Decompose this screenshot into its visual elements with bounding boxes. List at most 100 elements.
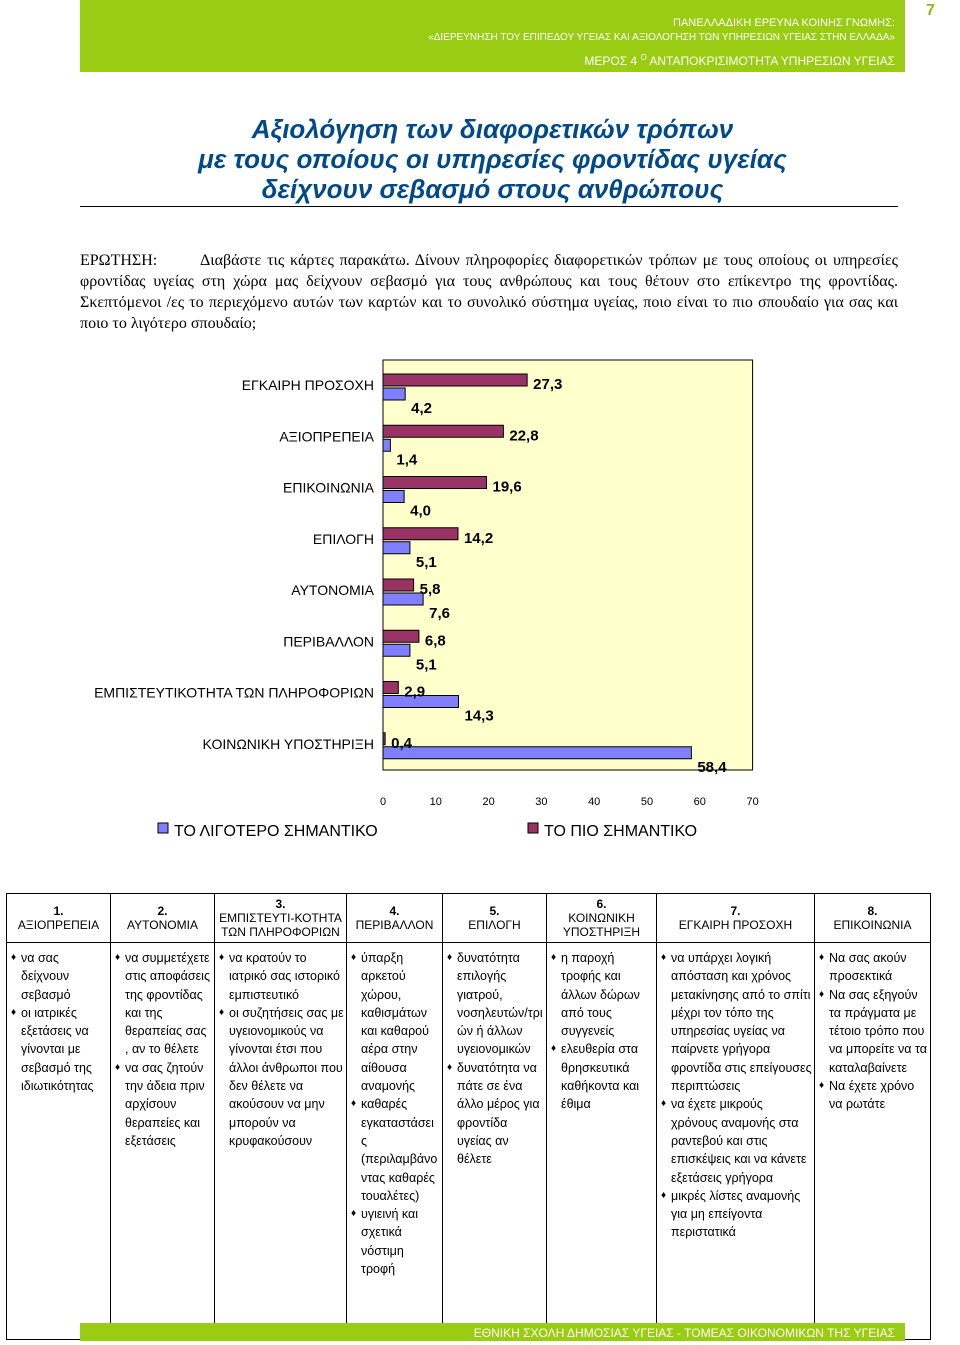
list-item: ελευθερία στα θρησκευτικά καθήκοντα και … (551, 1040, 654, 1113)
bar-least-important (382, 438, 391, 452)
bar-most-important (382, 527, 459, 541)
bullet-list: δυνατότητα επιλογής γιατρού, νοσηλευτών/… (447, 949, 544, 1169)
x-tick-label: 70 (746, 796, 758, 808)
list-item: δυνατότητα να πάτε σε ένα άλλο μέρος για… (447, 1059, 544, 1169)
data-label-most: 27,3 (533, 376, 562, 393)
data-label-most: 5,8 (420, 581, 441, 598)
data-label-most: 0,4 (391, 735, 413, 752)
column-body: Να σας ακούν προσεκτικάΝα σας εξηγούν τα… (814, 942, 931, 1340)
x-tick-label: 30 (535, 796, 547, 808)
data-label-least: 1,4 (396, 451, 418, 468)
data-label-least: 5,1 (416, 554, 437, 571)
page-number: 7 (926, 2, 935, 19)
question-block: ΕΡΩΤΗΣΗ: Διαβάστε τις κάρτες παρακάτω. Δί… (80, 250, 898, 334)
bar-least-important (382, 592, 424, 606)
data-label-most: 14,2 (464, 530, 493, 547)
bullet-list: να υπάρχει λογική απόσταση και χρόνος με… (661, 949, 812, 1242)
column-title: ΑΞΙΟΠΡΕΠΕΙΑ (17, 918, 100, 932)
x-tick-label: 60 (694, 796, 706, 808)
list-item: Να έχετε χρόνο να ρωτάτε (819, 1077, 928, 1114)
column-number: 4. (389, 904, 400, 918)
legend-label-most: ΤΟ ΠΙΟ ΣΗΜΑΝΤΙΚΟ (544, 823, 697, 840)
list-item: να κρατούν το ιατρικό σας ιστορικό εμπισ… (219, 949, 344, 1004)
legend-label-least: ΤΟ ΛΙΓΟΤΕΡΟ ΣΗΜΑΝΤΙΚΟ (174, 823, 378, 840)
bullet-list: ύπαρξη αρκετού χώρου, καθισμάτων και καθ… (351, 949, 440, 1278)
column-title: ΕΠΙΛΟΓΗ (468, 918, 521, 932)
x-tick-label: 40 (588, 796, 600, 808)
data-label-least: 7,6 (429, 605, 450, 622)
bar-least-important (382, 695, 460, 708)
column-title: ΚΟΙΝΩΝΙΚΗ ΥΠΟΣΤΗΡΙΞΗ (562, 911, 641, 939)
data-label-least: 5,1 (416, 656, 437, 673)
category-label: ΠΕΡΙΒΑΛΛΟΝ (283, 633, 374, 649)
legend-swatch-least (157, 822, 169, 834)
list-item: οι συζητήσεις σας με υγειονομικούς να γί… (219, 1004, 344, 1150)
title-divider (80, 206, 898, 207)
data-label-least: 14,3 (465, 708, 494, 725)
column-number: 7. (730, 904, 741, 918)
column-title: ΕΠΙΚΟΙΝΩΝΙΑ (833, 918, 912, 932)
column-title: ΕΓΚΑΙΡΗ ΠΡΟΣΟΧΗ (678, 918, 793, 932)
category-label: ΕΜΠΙΣΤΕΥΤΙΚΟΤΗΤΑ ΤΩΝ ΠΛΗΡΟΦΟΡΙΩΝ (94, 685, 374, 701)
cards-table: 1. ΑΞΙΟΠΡΕΠΕΙΑ 2. ΑΥΤΟΝΟΜΙΑ 3. ΕΜΠΙΣΤΕΥΤΙ-ΚΟΤ… (6, 893, 931, 1340)
data-label-most: 6,8 (425, 632, 446, 649)
bar-least-important (382, 643, 411, 657)
column-body: η παροχή τροφής και άλλων δώρων από τους… (546, 942, 657, 1340)
list-item: ύπαρξη αρκετού χώρου, καθισμάτων και καθ… (351, 949, 440, 1095)
list-item: δυνατότητα επιλογής γιατρού, νοσηλευτών/… (447, 949, 544, 1059)
header-band: ΠΑΝΕΛΛΑΔΙΚΗ ΕΡΕΥΝΑ ΚΟΙΝΗΣ ΓΝΩΜΗΣ: «ΔΙΕΡΕ… (80, 0, 905, 72)
bullet-list: να συμμετέχετε στις αποφάσεις της φροντί… (115, 949, 212, 1150)
table-body-row: να σας δείχνουν σεβασμόοι ιατρικές εξετά… (6, 942, 931, 1340)
column-body: να κρατούν το ιατρικό σας ιστορικό εμπισ… (214, 942, 347, 1340)
list-item: μικρές λίστες αναμονής για μη επείγοντα … (661, 1187, 812, 1242)
category-label: ΕΓΚΑΙΡΗ ΠΡΟΣΟΧΗ (242, 377, 374, 393)
part-title: ΜΕΡΟΣ 4 Ο ΑΝΤΑΠΟΚΡΙΣΙΜΟΤΗΤΑ ΥΠΗΡΕΣΙΩΝ ΥΓ… (584, 53, 895, 68)
list-item: υγιεινή και σχετικά νόστιμη τροφή (351, 1205, 440, 1278)
plot-area (382, 359, 754, 771)
bullet-list: να κρατούν το ιατρικό σας ιστορικό εμπισ… (219, 949, 344, 1150)
x-tick-label: 10 (430, 796, 442, 808)
bullet-list: Να σας ακούν προσεκτικάΝα σας εξηγούν τα… (819, 949, 928, 1114)
bar-least-important (382, 387, 406, 401)
list-item: Να σας εξηγούν τα πράγματα με τέτοιο τρό… (819, 986, 928, 1077)
column-number: 3. (275, 897, 286, 911)
list-item: να σας δείχνουν σεβασμό (11, 949, 108, 1004)
list-item: καθαρές εγκαταστάσει ς (περιλαμβάνο ντας… (351, 1095, 440, 1205)
bar-most-important (382, 629, 420, 643)
page-title: Αξιολόγηση των διαφορετικών τρόπων με το… (80, 114, 905, 204)
data-label-most: 2,9 (404, 684, 425, 701)
bar-least-important (382, 541, 411, 555)
footer-text: ΕΘΝΙΚΗ ΣΧΟΛΗ ΔΗΜΟΣΙΑΣ ΥΓΕΙΑΣ - ΤΟΜΕΑΣ ΟΙ… (473, 1326, 895, 1340)
question-label: ΕΡΩΤΗΣΗ: (80, 252, 158, 269)
column-number: 2. (157, 904, 168, 918)
column-header: 5. ΕΠΙΛΟΓΗ (442, 893, 547, 943)
column-number: 8. (867, 904, 878, 918)
column-header: 2. ΑΥΤΟΝΟΜΙΑ (110, 893, 215, 943)
category-label: ΑΥΤΟΝΟΜΙΑ (291, 582, 374, 598)
list-item: να σας ζητούν την άδεια πριν αρχίσουν θε… (115, 1059, 212, 1150)
bar-most-important (382, 578, 415, 592)
column-header: 6. ΚΟΙΝΩΝΙΚΗ ΥΠΟΣΤΗΡΙΞΗ (546, 893, 657, 943)
bullet-list: η παροχή τροφής και άλλων δώρων από τους… (551, 949, 654, 1114)
bar-least-important (382, 746, 692, 760)
title-line-3: δείχνουν σεβασμό στους ανθρώπους (261, 174, 724, 204)
data-label-most: 22,8 (509, 427, 538, 444)
table-header-row: 1. ΑΞΙΟΠΡΕΠΕΙΑ 2. ΑΥΤΟΝΟΜΙΑ 3. ΕΜΠΙΣΤΕΥΤΙ-ΚΟΤ… (6, 893, 931, 943)
category-label: ΑΞΙΟΠΡΕΠΕΙΑ (279, 428, 374, 444)
data-label-least: 58,4 (697, 759, 727, 776)
bar-most-important (382, 424, 504, 438)
category-label: ΕΠΙΛΟΓΗ (313, 531, 374, 547)
bar-most-important (382, 373, 528, 387)
legend-swatch-most (527, 822, 539, 834)
column-header: 4. ΠΕΡΙΒΑΛΛΟΝ (346, 893, 443, 943)
bar-most-important (382, 732, 386, 746)
bullet-list: να σας δείχνουν σεβασμόοι ιατρικές εξετά… (11, 949, 108, 1095)
bar-most-important (382, 476, 487, 489)
bar-chart: ΕΓΚΑΙΡΗ ΠΡΟΣΟΧΗ 27,3 4,2 ΑΞΙΟΠΡΕΠΕΙΑ 22,8 1,4… (94, 359, 759, 840)
list-item: οι ιατρικές εξετάσεις να γίνονται με σεβ… (11, 1004, 108, 1095)
column-header: 8. ΕΠΙΚΟΙΝΩΝΙΑ (814, 893, 931, 943)
column-body: να συμμετέχετε στις αποφάσεις της φροντί… (110, 942, 215, 1340)
bar-least-important (382, 490, 405, 503)
column-number: 1. (53, 904, 64, 918)
list-item: η παροχή τροφής και άλλων δώρων από τους… (551, 949, 654, 1040)
